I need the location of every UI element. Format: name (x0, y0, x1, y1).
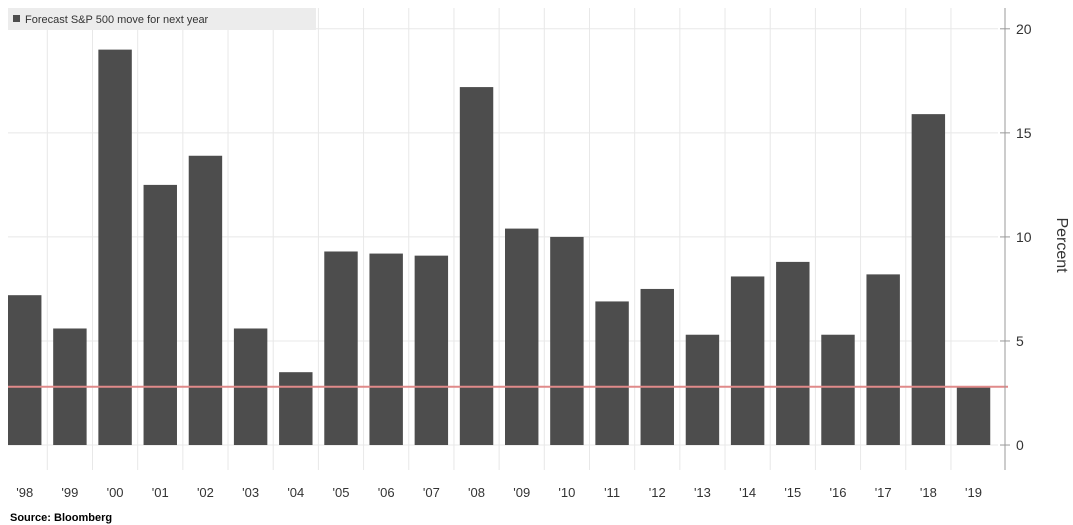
x-tick-label: '06 (378, 485, 395, 500)
x-tick-label: '16 (830, 485, 847, 500)
bar-07 (414, 255, 449, 446)
x-tick-label: '08 (468, 485, 485, 500)
bar-16 (821, 334, 855, 446)
bar-13 (685, 334, 720, 446)
y-tick-label: 0 (1016, 437, 1024, 453)
legend-swatch (13, 15, 20, 22)
legend-background (8, 8, 316, 30)
x-tick-label: '02 (197, 485, 214, 500)
x-tick-label: '01 (152, 485, 169, 500)
bar-02 (188, 155, 223, 446)
bar-00 (98, 49, 132, 446)
x-tick-label: '09 (513, 485, 530, 500)
x-tick-label: '13 (694, 485, 711, 500)
x-tick-label: '17 (875, 485, 892, 500)
bar-12 (640, 288, 674, 446)
y-axis-label: Percent (1053, 217, 1070, 273)
x-tick-label: '10 (558, 485, 575, 500)
x-tick-label: '18 (920, 485, 937, 500)
y-tick-label: 15 (1016, 125, 1032, 141)
bar-10 (550, 236, 584, 446)
x-tick-label: '19 (965, 485, 982, 500)
legend: Forecast S&P 500 move for next year (8, 8, 316, 30)
x-tick-label: '04 (287, 485, 304, 500)
bar-05 (324, 251, 358, 446)
y-tick-label: 5 (1016, 333, 1024, 349)
bar-08 (459, 87, 494, 446)
x-tick-label: '03 (242, 485, 259, 500)
x-tick-label: '00 (107, 485, 124, 500)
y-tick-label: 20 (1016, 21, 1032, 37)
bar-04 (279, 372, 313, 446)
x-tick-label: '11 (604, 485, 620, 500)
source-note: Source: Bloomberg (10, 512, 112, 524)
bar-98 (8, 295, 42, 446)
bar-15 (776, 261, 810, 446)
bar-09 (505, 228, 539, 446)
bar-19 (956, 386, 991, 446)
x-tick-label: '15 (784, 485, 801, 500)
bar-17 (866, 274, 900, 446)
x-tick-label: '99 (61, 485, 78, 500)
x-tick-label: '14 (739, 485, 756, 500)
bars (8, 49, 991, 446)
y-tick-label: 10 (1016, 229, 1032, 245)
x-tick-label: '05 (333, 485, 350, 500)
legend-label: Forecast S&P 500 move for next year (25, 14, 209, 26)
x-tick-label: '98 (16, 485, 33, 500)
x-tick-label: '07 (423, 485, 440, 500)
bar-06 (369, 253, 403, 446)
y-axis-ticks: 0 5 10 15 20 (1000, 21, 1032, 453)
bar-18 (911, 114, 946, 446)
bar-14 (730, 276, 765, 446)
x-tick-label: '12 (649, 485, 666, 500)
bar-01 (143, 184, 177, 446)
bar-11 (595, 301, 629, 446)
x-axis-ticks: '98 '99 '00 '01 '02 '03 '04 '05 '06 '07 '08 '09 '10 '… (16, 485, 982, 500)
